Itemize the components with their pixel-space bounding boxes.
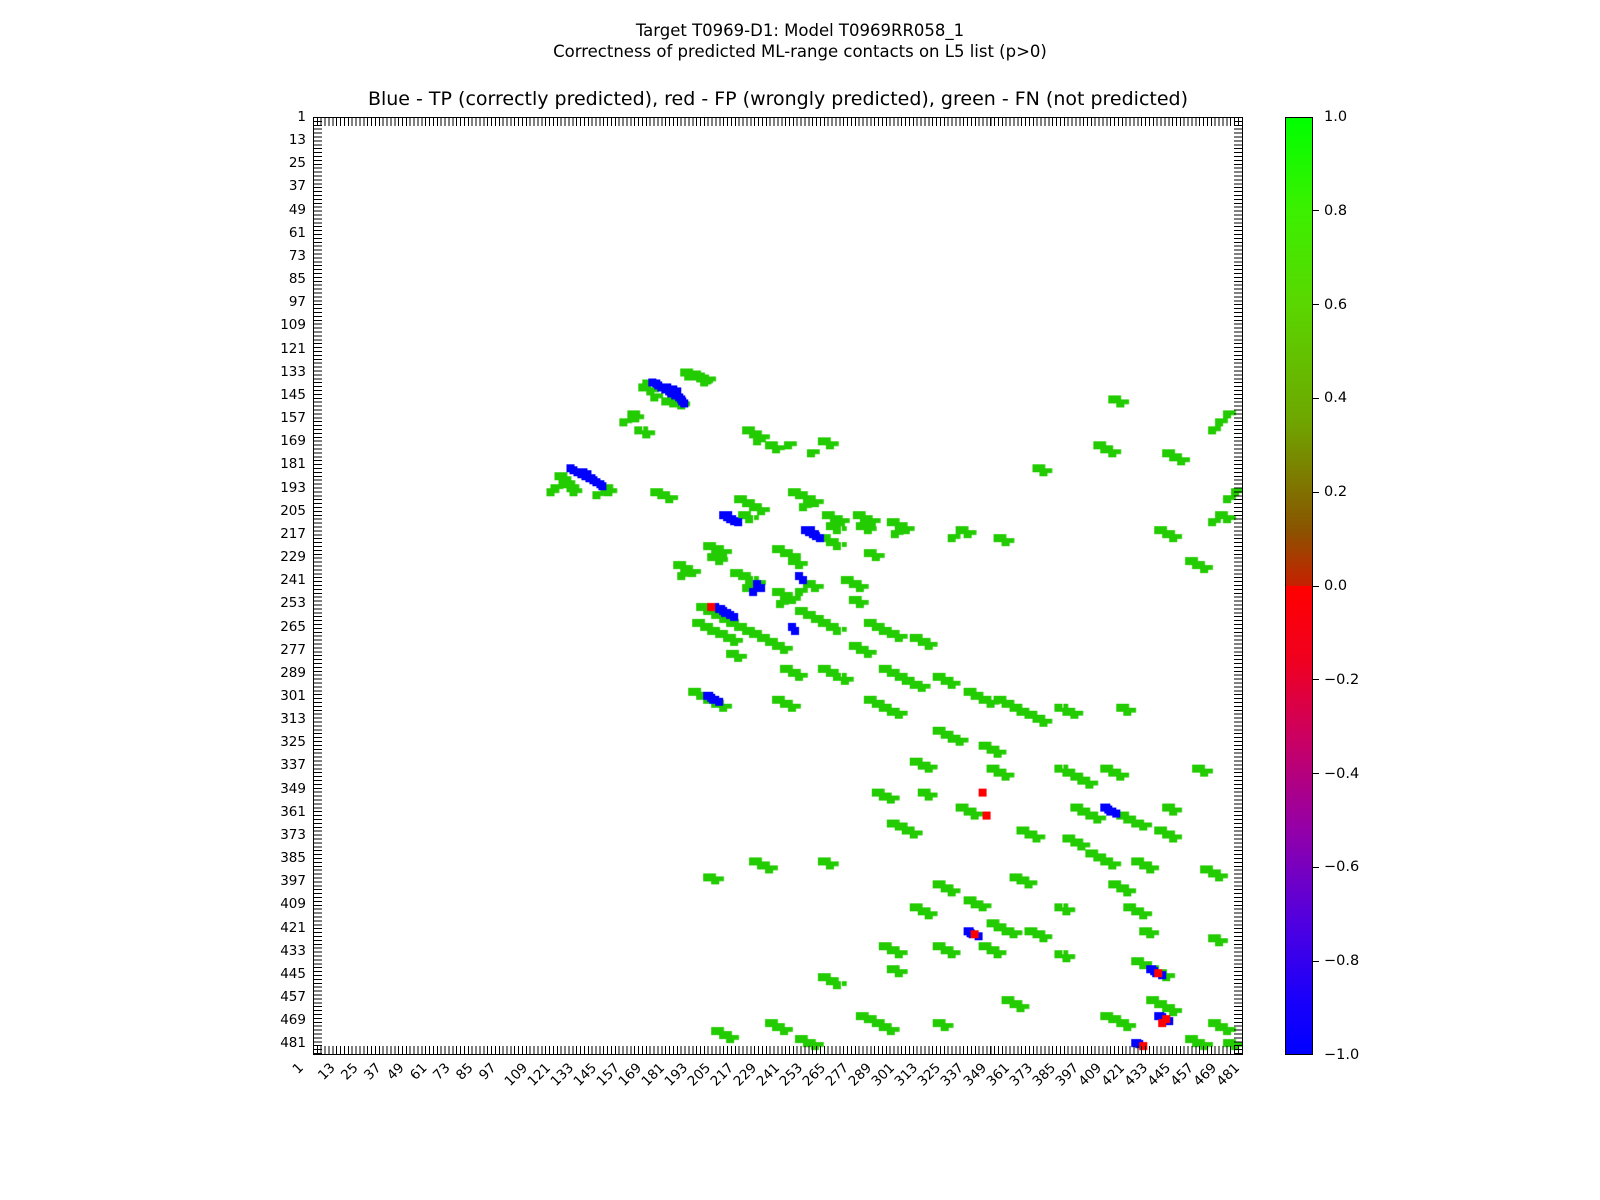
- contact-map-plot: [313, 117, 1243, 1055]
- y-axis-tick-label: 301: [280, 688, 306, 704]
- colorbar-tick-label: −0.4: [1313, 766, 1359, 782]
- x-axis-tick-label: 481: [1213, 1060, 1243, 1090]
- y-axis-tick-label: 421: [280, 919, 306, 936]
- y-axis-tick-label: 181: [280, 456, 306, 473]
- colorbar-tick-label: 0.8: [1313, 203, 1347, 219]
- chart-title-line-1: Target T0969-D1: Model T0969RR058_1: [635, 21, 965, 40]
- x-axis-tick-label: 61: [406, 1060, 431, 1084]
- y-axis-tick-label: 241: [280, 572, 306, 589]
- x-axis-tick-label: 1: [289, 1060, 307, 1078]
- y-axis-tick-label: 97: [288, 294, 306, 311]
- y-axis-tick-label: 229: [280, 549, 306, 566]
- y-axis-tick-label: 445: [280, 965, 306, 982]
- colorbar-tick-mark: [1313, 1055, 1319, 1056]
- y-axis-tick-label: 409: [280, 896, 306, 913]
- colorbar-tick-labels: 1.0 0.8 0.6 0.4 0.2 0.0 −0.2 −0.4 −0.6 −0.8 −1.0: [1313, 109, 1373, 1063]
- y-axis-tick-label: 133: [280, 363, 306, 380]
- y-axis-tick-label: 157: [280, 410, 306, 427]
- y-axis-tick-label: 289: [280, 664, 306, 681]
- y-axis-tick-label: 349: [280, 780, 306, 797]
- y-axis-tick-label: 433: [280, 942, 306, 959]
- colorbar-tick-label: −0.8: [1313, 953, 1359, 969]
- x-axis-tick-label: 37: [360, 1060, 385, 1084]
- y-axis-tick-label: 49: [288, 201, 306, 218]
- colorbar-tick-label: −0.6: [1313, 859, 1359, 875]
- chart-title-block: Target T0969-D1: Model T0969RR058_1 Corr…: [0, 20, 1600, 62]
- colorbar-tick-label: 0.6: [1313, 297, 1347, 313]
- y-axis-tick-label: 373: [280, 826, 306, 843]
- colorbar-tick-label: 1.0: [1313, 109, 1347, 125]
- y-axis-tick-label: 85: [288, 271, 306, 288]
- x-axis-tick-label: 73: [429, 1060, 454, 1084]
- y-axis-tick-label: 37: [288, 178, 306, 195]
- contact-map-canvas: [314, 118, 1242, 1054]
- y-axis-tick-label: 457: [280, 989, 306, 1006]
- colorbar-tick-label: 0.2: [1313, 484, 1347, 500]
- y-axis-tick-label: 145: [280, 386, 306, 403]
- y-axis-tick-label: 193: [280, 479, 306, 496]
- legend-description: Blue - TP (correctly predicted), red - F…: [367, 88, 1189, 110]
- colorbar-tick-mark: [1313, 585, 1319, 587]
- chart-title-line-2: Correctness of predicted ML-range contac…: [553, 42, 1047, 61]
- y-axis-tick-label: 277: [280, 641, 306, 658]
- y-axis-tick-label: 385: [280, 850, 306, 867]
- y-axis-tick-label: 25: [288, 155, 306, 172]
- colorbar-tick-label: 0.0: [1313, 578, 1347, 594]
- y-axis-tick-label: 1: [297, 109, 306, 125]
- colorbar-tick-mark: [1313, 960, 1319, 962]
- y-axis-tick-label: 205: [280, 502, 306, 519]
- y-axis-tick-label: 217: [280, 525, 306, 542]
- y-axis-tick-label: 313: [280, 711, 306, 728]
- y-axis-tick-label: 61: [288, 224, 306, 241]
- y-axis-tick-label: 481: [280, 1035, 306, 1052]
- colorbar-gradient: [1285, 117, 1313, 1055]
- x-axis-tick-label: 85: [452, 1060, 477, 1084]
- y-axis-tick-label: 337: [280, 757, 306, 774]
- colorbar-tick-mark: [1313, 397, 1319, 399]
- y-axis-tick-label: 397: [280, 873, 306, 890]
- colorbar-tick-mark: [1313, 210, 1319, 212]
- x-axis-tick-labels: 1 13 25 37 49 61 73 85 97 109 121 133 145 157 169 181 19…: [290, 1060, 1243, 1130]
- colorbar-tick-label: −0.2: [1313, 672, 1359, 688]
- colorbar-tick-mark: [1313, 773, 1319, 775]
- colorbar-tick-mark: [1313, 866, 1319, 868]
- y-axis-tick-label: 361: [280, 803, 306, 820]
- colorbar-tick-mark: [1313, 117, 1319, 118]
- y-axis-tick-label: 469: [280, 1012, 306, 1029]
- x-axis-tick-label: 13: [315, 1060, 339, 1084]
- colorbar-tick-mark: [1313, 304, 1319, 306]
- y-axis-tick-label: 253: [280, 595, 306, 612]
- y-axis-tick-label: 13: [288, 132, 306, 149]
- colorbar-tick-mark: [1313, 491, 1319, 493]
- colorbar-tick-label: −1.0: [1313, 1047, 1359, 1063]
- x-axis-tick-label: 97: [475, 1060, 500, 1084]
- y-axis-tick-label: 265: [280, 618, 306, 635]
- colorbar: 1.0 0.8 0.6 0.4 0.2 0.0 −0.2 −0.4 −0.6 −0.8 −1.0: [1285, 109, 1359, 1063]
- x-axis-tick-label: 49: [383, 1060, 408, 1084]
- colorbar-tick-mark: [1313, 679, 1319, 681]
- y-axis-tick-label: 73: [288, 247, 306, 264]
- x-axis-tick-label: 25: [337, 1060, 362, 1084]
- y-axis-tick-label: 169: [280, 433, 306, 450]
- colorbar-tick-label: 0.4: [1313, 390, 1347, 406]
- y-axis-tick-label: 121: [280, 340, 306, 357]
- y-axis-tick-label: 109: [280, 317, 306, 334]
- y-axis-tick-label: 325: [280, 734, 306, 751]
- y-axis-tick-labels: 1 13 25 37 49 61 73 85 97 109 121 133 145 157 169 181 19…: [258, 109, 306, 1055]
